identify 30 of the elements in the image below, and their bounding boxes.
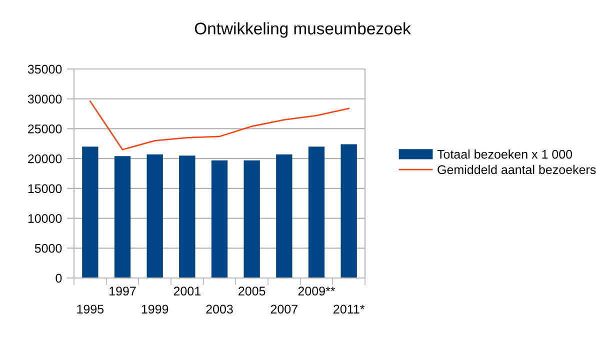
y-tick-label: 20000	[28, 154, 62, 164]
y-tick-label: 0	[56, 274, 62, 283]
x-tick-label: 2007	[270, 304, 298, 314]
bar	[276, 154, 292, 278]
bar	[82, 146, 98, 278]
bar	[114, 156, 131, 278]
bar	[146, 154, 163, 278]
y-tick-label: 35000	[28, 64, 62, 74]
legend-label: Gemiddeld aantal bezoekers	[438, 164, 596, 174]
bar	[244, 160, 260, 278]
bar	[211, 160, 228, 278]
chart-title: Ontwikkeling museumbezoek	[194, 22, 411, 38]
bar	[308, 146, 325, 278]
x-tick-label: 2001	[174, 286, 200, 296]
x-tick-label: 2003	[206, 304, 233, 314]
y-tick-label: 15000	[28, 184, 62, 194]
bar	[179, 156, 196, 278]
line-series	[89, 100, 350, 150]
x-tick-label: 1995	[77, 304, 104, 314]
x-tick-label: 2011*	[334, 304, 365, 314]
y-tick-label: 30000	[28, 94, 62, 104]
x-tick-label: 1999	[142, 304, 168, 314]
y-tick-label: 25000	[28, 124, 62, 134]
x-tick-label: 2005	[238, 286, 266, 296]
legend-label: Totaal bezoeken x 1 000	[437, 150, 572, 159]
y-tick-label: 5000	[34, 244, 62, 253]
x-tick-label: 2009**	[298, 286, 336, 296]
x-tick-label: 1997	[110, 286, 136, 296]
y-tick-label: 10000	[28, 214, 62, 223]
bar	[340, 144, 357, 278]
